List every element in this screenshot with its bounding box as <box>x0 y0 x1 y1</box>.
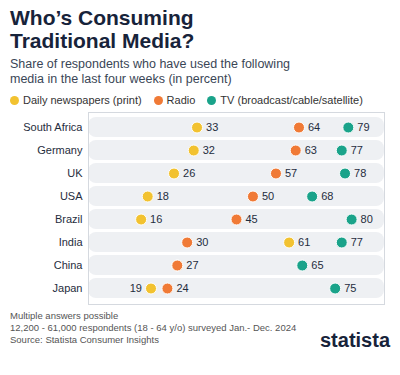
svg-text:65: 65 <box>311 259 323 271</box>
svg-text:India: India <box>59 236 84 248</box>
svg-text:61: 61 <box>298 236 310 248</box>
svg-text:27: 27 <box>186 259 198 271</box>
svg-text:75: 75 <box>344 282 356 294</box>
svg-text:50: 50 <box>262 190 274 202</box>
svg-text:Japan: Japan <box>53 282 83 294</box>
svg-text:64: 64 <box>308 121 320 133</box>
svg-text:South Africa: South Africa <box>23 121 83 133</box>
svg-text:Brazil: Brazil <box>55 213 83 225</box>
html-text:Source: Statista Consumer Insi: Source: Statista Consumer Insights <box>10 334 159 345</box>
html-text:Multiple answers possible: Multiple answers possible <box>10 310 119 321</box>
svg-text:33: 33 <box>206 121 218 133</box>
svg-text:18: 18 <box>157 190 169 202</box>
svg-text:78: 78 <box>354 167 366 179</box>
html-text:Who’s Consuming Traditional Me: Who’s Consuming Traditional Media? <box>10 6 195 52</box>
svg-text:China: China <box>54 259 84 271</box>
svg-text:16: 16 <box>150 213 162 225</box>
html-text:12,200 - 61,000 respondents (1: 12,200 - 61,000 respondents (18 - 64 y/o… <box>10 322 297 333</box>
svg-text:19: 19 <box>130 282 142 294</box>
svg-text:57: 57 <box>285 167 297 179</box>
svg-text:45: 45 <box>246 213 258 225</box>
svg-text:26: 26 <box>183 167 195 179</box>
svg-text:32: 32 <box>203 144 215 156</box>
svg-text:63: 63 <box>305 144 317 156</box>
html-text:Radio: Radio <box>166 94 196 106</box>
html-text:Daily newspapers (print): Daily newspapers (print) <box>23 94 142 106</box>
svg-text:79: 79 <box>357 121 369 133</box>
svg-text:24: 24 <box>176 282 188 294</box>
svg-text:77: 77 <box>351 144 363 156</box>
svg-text:77: 77 <box>351 236 363 248</box>
html-text:Share of respondents who have: Share of respondents who have used the f… <box>10 57 291 86</box>
svg-text:Germany: Germany <box>37 144 83 156</box>
html-text:statista: statista <box>320 329 390 351</box>
html-text:TV (broadcast/cable/satellite): TV (broadcast/cable/satellite) <box>220 94 363 106</box>
svg-text:68: 68 <box>321 190 333 202</box>
svg-text:30: 30 <box>196 236 208 248</box>
svg-text:UK: UK <box>67 167 83 179</box>
svg-text:80: 80 <box>361 213 373 225</box>
svg-text:USA: USA <box>60 190 83 202</box>
